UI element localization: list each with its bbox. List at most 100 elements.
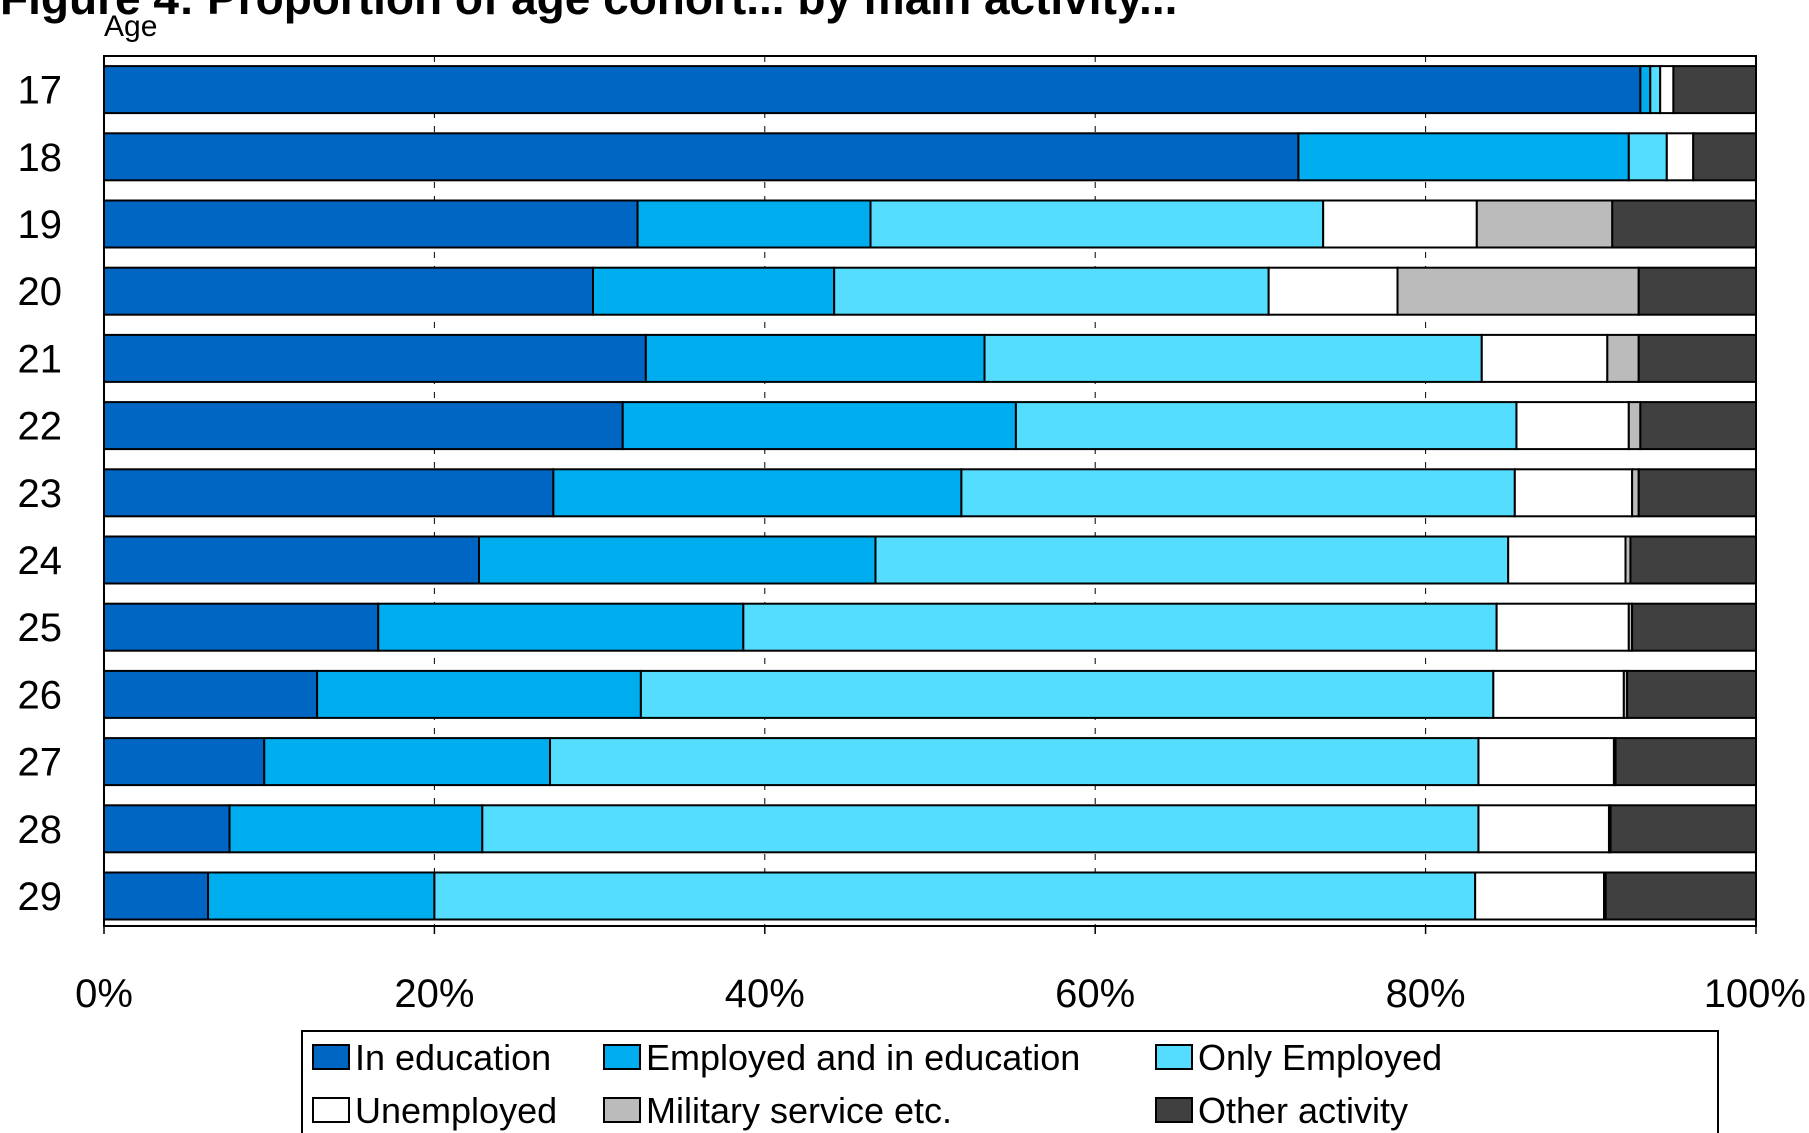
bar-segment	[1297, 132, 1630, 182]
bar-segment	[1659, 65, 1675, 115]
legend: In education Employed and in education Onl…	[301, 1030, 1719, 1133]
y-axis-title: Age	[104, 10, 157, 43]
y-tick-label: 23	[18, 472, 63, 516]
bar-segment	[103, 804, 231, 854]
bar-segment	[1692, 132, 1757, 182]
x-tick-label: 0%	[75, 972, 133, 1016]
legend-swatch	[1155, 1044, 1193, 1070]
bar-segment	[1396, 266, 1640, 316]
legend-box	[301, 1030, 1719, 1133]
bar-segment	[103, 401, 624, 451]
bar-segment	[644, 333, 986, 383]
bar-segment	[874, 535, 1510, 585]
y-tick-label: 24	[18, 539, 63, 583]
bar-segment	[433, 871, 1477, 921]
y-tick-label: 28	[18, 808, 63, 852]
y-tick-label: 18	[18, 136, 63, 180]
bar-segment	[103, 468, 555, 518]
bar-segment	[1627, 401, 1642, 451]
bar-segment	[263, 737, 552, 787]
bar-segment	[103, 132, 1300, 182]
bar-segment	[103, 737, 266, 787]
legend-label: Employed and in education	[646, 1037, 1080, 1078]
bar-segment	[1604, 871, 1757, 921]
bar-segment	[228, 804, 484, 854]
bar-segment	[1606, 333, 1640, 383]
bar-segment	[103, 199, 639, 249]
y-tick-label: 29	[18, 875, 63, 919]
y-tick-label: 25	[18, 606, 63, 650]
bar-segment	[103, 65, 1642, 115]
bar-segment	[1267, 266, 1399, 316]
bar-segment	[1322, 199, 1478, 249]
bar-segment	[1515, 401, 1630, 451]
bar-segment	[103, 333, 647, 383]
bar-segment	[552, 468, 963, 518]
bar-segment	[316, 669, 642, 719]
bar-segment	[103, 871, 210, 921]
legend-swatch	[603, 1097, 641, 1123]
bar-segment	[1609, 804, 1758, 854]
bar-segment	[1513, 468, 1634, 518]
x-tick-labels: 0% 20% 40% 60% 80% 100%	[75, 972, 1806, 1016]
x-tick-label: 100%	[1704, 972, 1806, 1016]
x-tick-label: 80%	[1386, 972, 1466, 1016]
bar-segment	[1627, 132, 1668, 182]
bar-segment	[621, 401, 1017, 451]
y-tick-label: 26	[18, 673, 63, 717]
y-tick-label: 20	[18, 270, 63, 314]
bar-segment	[983, 333, 1483, 383]
bar-segment	[636, 199, 872, 249]
bar-segment	[377, 602, 745, 652]
bar-segment	[207, 871, 436, 921]
bar-segment	[478, 535, 877, 585]
legend-label: Military service etc.	[646, 1090, 952, 1131]
bar-segment	[1611, 199, 1757, 249]
legend-swatch	[312, 1097, 350, 1123]
x-tick-label: 20%	[394, 972, 474, 1016]
bar-segment	[1665, 132, 1695, 182]
chart-title: Figure 4: Proportion of age cohort... by…	[0, 0, 1177, 24]
bar-segment	[1480, 333, 1609, 383]
bar-segment	[103, 669, 319, 719]
bar-segment	[742, 602, 1498, 652]
bar-segment	[549, 737, 1480, 787]
bar-segment	[869, 199, 1325, 249]
y-tick-label: 22	[18, 405, 63, 449]
bar-segment	[103, 266, 594, 316]
bar-segment	[1672, 65, 1758, 115]
legend-swatch	[312, 1044, 350, 1070]
bar-segment	[103, 535, 481, 585]
bar-segment	[1477, 804, 1610, 854]
bar-segment	[103, 602, 380, 652]
x-tick-label: 60%	[1055, 972, 1135, 1016]
bar-segment	[1639, 401, 1757, 451]
x-tick-label: 40%	[725, 972, 805, 1016]
bar-segment	[1637, 468, 1758, 518]
bar-segment	[1014, 401, 1518, 451]
bar-segment	[1631, 602, 1757, 652]
bar-segment	[1492, 669, 1625, 719]
legend-label: In education	[355, 1037, 551, 1078]
bar-segment	[1475, 199, 1614, 249]
bar-segment	[1474, 871, 1606, 921]
bar-segment	[1507, 535, 1627, 585]
bar-segment	[481, 804, 1480, 854]
y-tick-labels: 17 18 19 20 21 22 23 24 25 26 27 28 29	[18, 69, 63, 919]
bars-group	[103, 65, 1758, 921]
bar-segment	[1637, 333, 1758, 383]
bar-segment	[1495, 602, 1630, 652]
bar-segment	[1637, 266, 1758, 316]
bar-segment	[1477, 737, 1615, 787]
y-tick-label: 19	[18, 203, 63, 247]
legend-label: Unemployed	[355, 1090, 557, 1131]
bar-segment	[960, 468, 1516, 518]
legend-swatch	[1155, 1097, 1193, 1123]
bar-segment	[1614, 737, 1757, 787]
bar-segment	[1629, 535, 1757, 585]
y-tick-label: 27	[18, 741, 63, 785]
bar-segment	[1649, 65, 1662, 115]
legend-label: Other activity	[1198, 1090, 1408, 1131]
bar-segment	[639, 669, 1495, 719]
